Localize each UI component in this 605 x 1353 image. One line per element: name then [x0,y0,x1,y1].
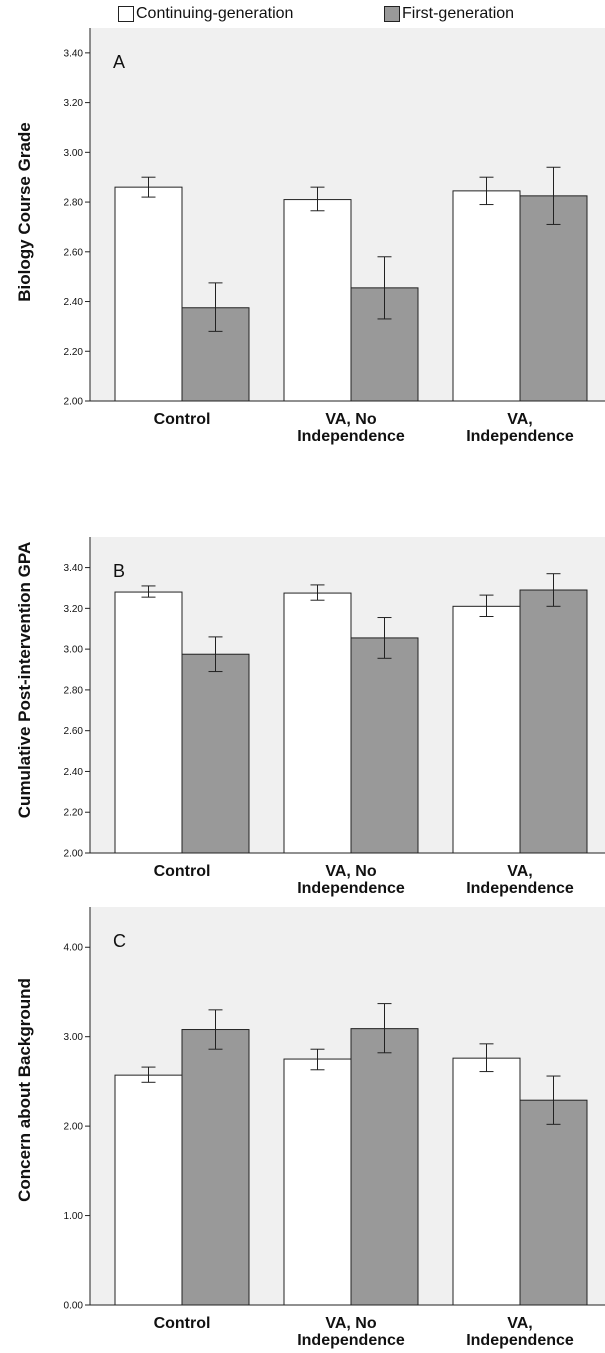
bar [181,653,250,854]
legend-label-continuing: Continuing-generation [136,5,294,22]
bar [519,195,588,402]
y-tick-label: 3.20 [64,604,84,615]
bar [283,199,352,402]
y-tick-label: 4.00 [64,943,84,954]
y-tick-label: 2.60 [64,247,84,258]
x-tick-label: Independence [297,1332,405,1349]
x-tick-label: VA, [507,1315,532,1332]
panel-b: B 2.00 2.20 2.40 2.60 2.80 3.00 3.20 3.40 Control… [15,537,605,897]
bar [114,591,183,854]
y-tick-label: 1.00 [64,1211,84,1222]
y-tick-label: 2.00 [64,397,84,408]
bar [114,186,183,402]
x-tick-label: Control [154,1315,211,1332]
bar [114,1074,183,1306]
bar [283,1058,352,1306]
x-tick-label: Independence [466,880,574,897]
bar [350,1028,419,1306]
panel-a: A 2.00 2.20 2.40 2.60 2.80 3.00 3.20 3.40 Control… [15,28,605,445]
y-tick-label: 2.20 [64,808,84,819]
y-axis-label: Biology Course Grade [15,122,34,301]
legend-swatch-first [384,6,400,22]
legend: Continuing-generation First-generation [0,5,605,27]
y-tick-label: 3.00 [64,1032,84,1043]
y-tick-label: 0.00 [64,1301,84,1312]
x-tick-label: VA, [507,863,532,880]
panel-label: A [113,52,125,72]
bar [452,1057,521,1306]
legend-swatch-continuing [118,6,134,22]
y-tick-label: 3.00 [64,645,84,656]
legend-label-first: First-generation [402,5,515,22]
y-tick-label: 3.20 [64,98,84,109]
panel-label: B [113,561,125,581]
y-tick-label: 2.60 [64,726,84,737]
bar [283,592,352,854]
bar [519,589,588,854]
x-tick-label: Control [154,411,211,428]
bar [350,637,419,854]
y-tick-label: 2.80 [64,685,84,696]
y-tick-label: 2.00 [64,849,84,860]
bar [519,1099,588,1306]
y-tick-label: 3.00 [64,148,84,159]
bar [452,605,521,854]
y-tick-label: 3.40 [64,563,84,574]
bar [452,190,521,402]
legend-item-continuing: Continuing-generation [118,5,293,23]
x-tick-label: Independence [466,1332,574,1349]
y-tick-label: 2.20 [64,347,84,358]
y-axis-label: Concern about Background [15,978,34,1202]
x-tick-label: VA, No [325,1315,376,1332]
y-tick-label: 2.00 [64,1122,84,1133]
y-tick-label: 3.40 [64,48,84,59]
x-tick-label: VA, No [325,411,376,428]
y-tick-label: 2.80 [64,198,84,209]
y-axis-label: Cumulative Post-intervention GPA [15,542,34,818]
x-tick-label: Independence [466,428,574,445]
x-tick-label: VA, [507,411,532,428]
y-tick-label: 2.40 [64,767,84,778]
bar [181,1029,250,1306]
x-tick-label: Control [154,863,211,880]
x-tick-label: VA, No [325,863,376,880]
legend-item-first: First-generation [384,5,514,23]
x-tick-label: Independence [297,880,405,897]
x-tick-label: Independence [297,428,405,445]
y-tick-label: 2.40 [64,297,84,308]
panel-label: C [113,931,126,951]
